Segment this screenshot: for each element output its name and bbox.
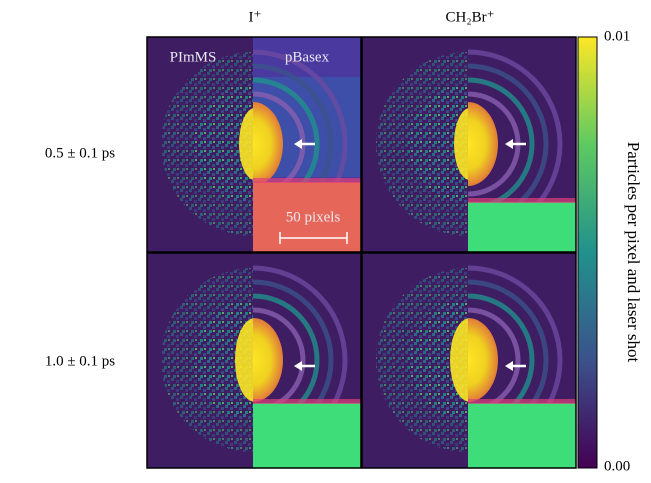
pimms-half bbox=[376, 268, 468, 452]
row-title: 1.0 ± 0.1 ps bbox=[45, 353, 115, 369]
intensity-core bbox=[235, 318, 253, 402]
pbasex-ring bbox=[468, 279, 549, 441]
pbasex-ring bbox=[468, 77, 535, 211]
pbasex-lower bbox=[253, 182, 361, 252]
pbasex-ring bbox=[253, 265, 348, 455]
pbasex-ring bbox=[253, 279, 334, 441]
pbasex-stripe bbox=[468, 399, 576, 404]
pbasex-core bbox=[253, 102, 283, 186]
panel-label: PImMS bbox=[170, 49, 217, 65]
pbasex-ring bbox=[468, 49, 563, 239]
column-title: CH₂Br⁺ bbox=[446, 9, 495, 25]
arrow-head bbox=[294, 139, 302, 149]
image-panel bbox=[361, 252, 577, 469]
speckle-core bbox=[193, 84, 253, 204]
pbasex-ring bbox=[253, 49, 348, 239]
panel-frame bbox=[361, 36, 577, 253]
panel-frame bbox=[361, 252, 577, 469]
arrow-head bbox=[505, 361, 513, 371]
arrow-head bbox=[294, 361, 302, 371]
pbasex-ring bbox=[253, 293, 320, 427]
colorbar-tick-label: 0.01 bbox=[604, 28, 630, 44]
panels bbox=[146, 36, 577, 469]
panel-label: pBasex bbox=[285, 49, 330, 65]
intensity-core bbox=[454, 108, 468, 180]
intensity-core bbox=[239, 108, 253, 180]
pbasex-half bbox=[253, 253, 361, 468]
speckle-core bbox=[193, 300, 253, 420]
colorbar bbox=[577, 36, 598, 469]
pbasex-lower bbox=[253, 403, 361, 468]
pbasex-ring bbox=[253, 307, 306, 413]
pbasex-core bbox=[253, 318, 283, 402]
pbasex-stripe bbox=[253, 399, 361, 404]
pbasex-ring bbox=[253, 77, 320, 211]
pimms-half bbox=[161, 52, 253, 236]
scale-bar-label: 50 pixels bbox=[286, 209, 341, 225]
pbasex-half bbox=[253, 37, 361, 252]
scale-bar bbox=[279, 232, 348, 244]
pimms-half bbox=[161, 268, 253, 452]
panel-frame bbox=[146, 252, 362, 469]
pbasex-lower bbox=[468, 403, 576, 468]
intensity-core bbox=[450, 318, 468, 402]
pbasex-core bbox=[468, 102, 498, 186]
pbasex-stripe bbox=[253, 178, 361, 183]
image-panel bbox=[146, 36, 362, 253]
colorbar-tick-label: 0.00 bbox=[604, 458, 630, 474]
pbasex-core bbox=[468, 318, 498, 402]
panel-frame bbox=[146, 36, 362, 253]
pimms-half bbox=[376, 52, 468, 236]
speckle-core bbox=[408, 84, 468, 204]
column-title: I⁺ bbox=[249, 9, 262, 25]
pbasex-ring bbox=[468, 63, 549, 225]
image-panel bbox=[146, 252, 362, 469]
arrow-head bbox=[505, 139, 513, 149]
pbasex-stripe bbox=[468, 198, 576, 203]
image-panel bbox=[361, 36, 577, 253]
pbasex-ring bbox=[468, 265, 563, 455]
colorbar-label: Particles per pixel and laser shot bbox=[624, 142, 643, 363]
pbasex-ring bbox=[253, 63, 334, 225]
pbasex-ring bbox=[468, 293, 535, 427]
row-title: 0.5 ± 0.1 ps bbox=[45, 145, 115, 161]
pbasex-lower bbox=[468, 202, 576, 252]
pbasex-half bbox=[468, 253, 576, 468]
pbasex-ring bbox=[468, 307, 521, 413]
speckle-core bbox=[408, 300, 468, 420]
